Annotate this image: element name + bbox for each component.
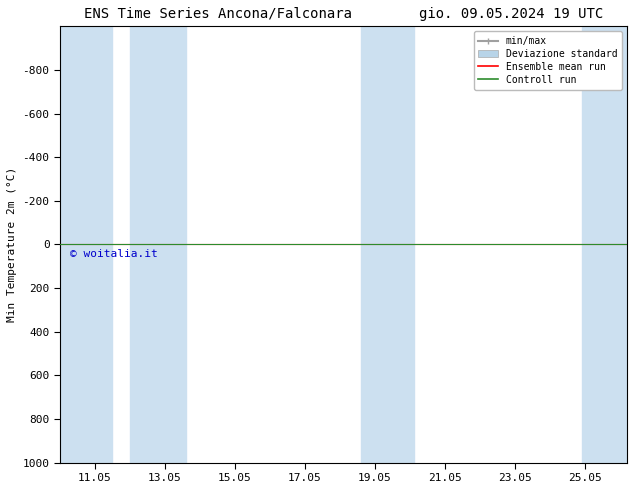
Y-axis label: Min Temperature 2m (°C): Min Temperature 2m (°C)	[7, 167, 17, 322]
Legend: min/max, Deviazione standard, Ensemble mean run, Controll run: min/max, Deviazione standard, Ensemble m…	[474, 31, 622, 90]
Bar	[361, 26, 392, 463]
Bar	[130, 26, 186, 463]
Bar	[392, 26, 413, 463]
Text: © woitalia.it: © woitalia.it	[70, 249, 158, 259]
Bar	[60, 26, 112, 463]
Bar	[581, 26, 627, 463]
Title: ENS Time Series Ancona/Falconara        gio. 09.05.2024 19 UTC: ENS Time Series Ancona/Falconara gio. 09…	[84, 7, 603, 21]
